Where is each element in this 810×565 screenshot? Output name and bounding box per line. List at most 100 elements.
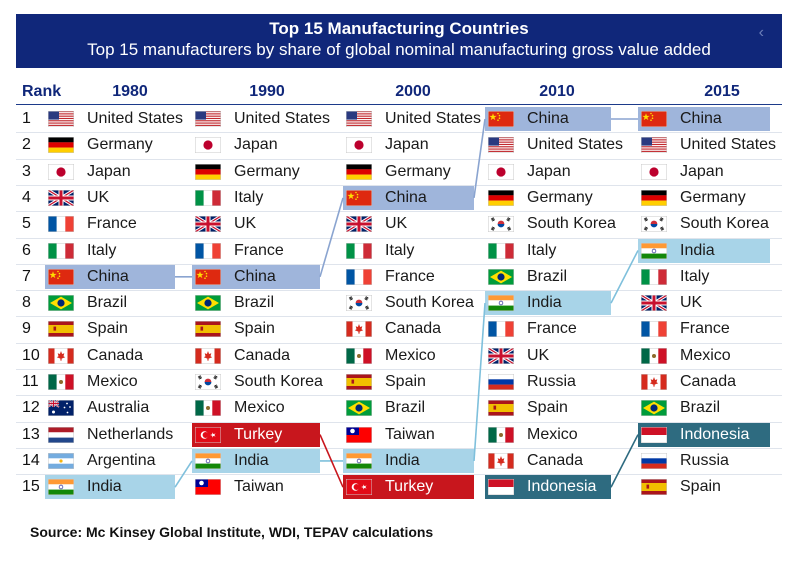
rank-12: 12 [22, 399, 40, 417]
cell-1980-australia: Australia [45, 396, 175, 420]
cell-2000-brazil: Brazil [343, 396, 474, 420]
country-name: Turkey [234, 425, 283, 443]
cell-2015-japan: Japan [638, 160, 770, 184]
row-divider [16, 369, 782, 370]
cell-2015-india: India [638, 238, 770, 263]
country-name: Italy [234, 188, 264, 206]
country-name: UK [385, 215, 408, 233]
cell-2010-spain: Spain [485, 396, 611, 420]
country-name: United States [234, 110, 331, 127]
france-flag-icon [48, 216, 74, 233]
rank-4: 4 [22, 188, 31, 206]
cell-1990-spain: Spain [192, 317, 320, 341]
country-name: India [234, 451, 269, 469]
cell-1980-netherlands: Netherlands [45, 423, 175, 447]
country-name: Japan [385, 136, 429, 154]
cell-1990-germany: Germany [192, 160, 320, 184]
china-flag-icon [48, 268, 74, 285]
chart-title: Top 15 Manufacturing Countries [269, 19, 529, 38]
cell-2000-south-korea: South Korea [343, 291, 474, 315]
taiwan-flag-icon [346, 426, 372, 443]
country-name: Italy [527, 241, 557, 259]
cell-2015-russia: Russia [638, 449, 770, 473]
india-flag-icon [641, 242, 667, 259]
country-name: China [527, 110, 569, 127]
cell-2015-italy: Italy [638, 265, 770, 289]
rank-9: 9 [22, 320, 31, 338]
netherlands-flag-icon [48, 426, 74, 443]
south-korea-flag-icon [488, 216, 514, 233]
cell-2000-spain: Spain [343, 370, 474, 394]
cell-2015-france: France [638, 317, 770, 341]
country-name: Japan [680, 162, 724, 180]
united-states-flag-icon [641, 137, 667, 154]
cell-1990-india: India [192, 448, 320, 473]
country-name: Spain [87, 320, 128, 338]
year-header-1980: 1980 [112, 83, 148, 100]
cell-2015-south-korea: South Korea [638, 212, 770, 236]
country-name: Brazil [87, 294, 128, 312]
cell-1990-taiwan: Taiwan [192, 475, 320, 499]
country-name: Netherlands [87, 425, 174, 443]
rank-14: 14 [22, 451, 40, 469]
country-name: South Korea [385, 294, 474, 312]
cell-2010-italy: Italy [485, 239, 611, 263]
mexico-flag-icon [346, 347, 372, 364]
country-name: Australia [87, 399, 150, 417]
germany-flag-icon [48, 137, 74, 154]
cell-2015-mexico: Mexico [638, 344, 770, 368]
cell-2015-united-states: United States [638, 133, 776, 157]
canada-flag-icon [641, 374, 667, 390]
mexico-flag-icon [195, 400, 221, 417]
japan-flag-icon [488, 163, 514, 180]
row-divider [16, 395, 782, 397]
row-divider [16, 421, 782, 423]
country-name: Turkey [385, 478, 434, 496]
cell-2010-indonesia: Indonesia [485, 475, 611, 500]
brazil-flag-icon [346, 400, 372, 417]
canada-flag-icon [195, 347, 221, 364]
cell-2010-russia: Russia [485, 370, 611, 394]
japan-flag-icon [48, 163, 74, 180]
cell-1980-brazil: Brazil [45, 291, 175, 315]
south-korea-flag-icon [346, 295, 372, 312]
cell-2010-china: China [485, 107, 611, 131]
cell-1980-italy: Italy [45, 239, 175, 263]
connector-indonesia [610, 434, 639, 488]
brazil-flag-icon [48, 295, 74, 312]
india-flag-icon [195, 452, 221, 469]
spain-flag-icon [48, 321, 74, 338]
row-divider [16, 290, 782, 292]
canada-flag-icon [488, 452, 514, 469]
country-name: United States [385, 110, 482, 127]
japan-flag-icon [195, 137, 221, 154]
title-banner: Top 15 Manufacturing Countries Top 15 ma… [16, 14, 782, 68]
italy-flag-icon [346, 242, 372, 259]
cell-2010-united-states: United States [485, 133, 623, 157]
cell-2015-uk: UK [638, 291, 770, 315]
rank-2: 2 [22, 136, 31, 154]
japan-flag-icon [346, 137, 372, 154]
country-name: Italy [680, 267, 710, 285]
cell-2015-brazil: Brazil [638, 396, 770, 420]
canada-flag-icon [48, 347, 74, 364]
germany-flag-icon [488, 189, 514, 206]
country-name: Brazil [234, 294, 275, 312]
country-name: Russia [680, 451, 729, 469]
cell-2000-china: China [343, 185, 474, 210]
cell-2000-uk: UK [343, 212, 474, 236]
cell-2010-germany: Germany [485, 186, 611, 210]
country-name: Indonesia [680, 425, 750, 443]
country-name: UK [87, 188, 110, 206]
country-name: United States [87, 110, 184, 127]
country-name: Canada [385, 320, 442, 338]
uk-flag-icon [195, 216, 221, 233]
cell-2010-japan: Japan [485, 160, 611, 184]
country-name: Argentina [87, 451, 156, 469]
indonesia-flag-icon [641, 426, 667, 443]
cell-1990-united-states: United States [192, 107, 330, 131]
india-flag-icon [48, 479, 74, 496]
china-flag-icon [346, 189, 372, 206]
country-name: South Korea [680, 215, 769, 233]
country-name: Canada [680, 373, 737, 390]
